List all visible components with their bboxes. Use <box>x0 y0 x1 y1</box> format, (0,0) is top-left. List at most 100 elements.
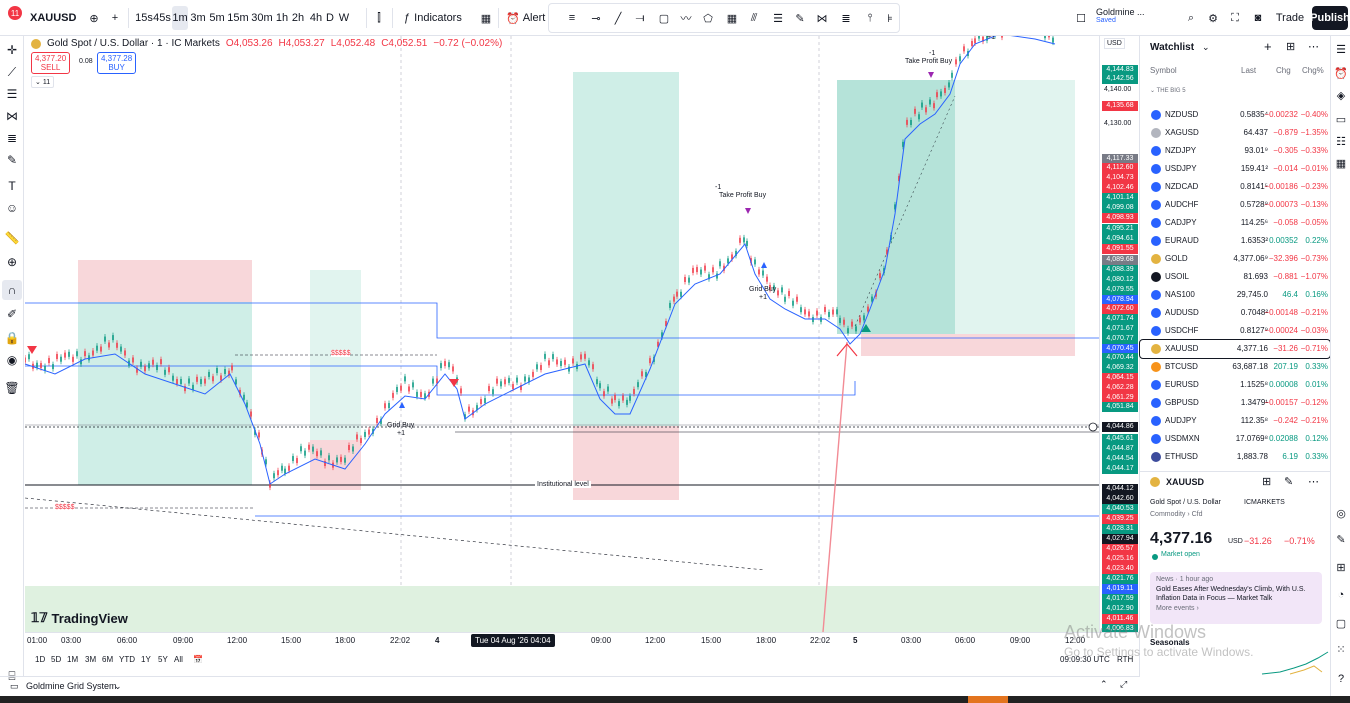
brush-icon[interactable]: ✎ <box>6 153 18 167</box>
text-tool-icon[interactable]: ≣ <box>841 12 851 25</box>
chevron-down-icon[interactable]: ⌄ <box>114 681 122 691</box>
layers-icon[interactable]: ◈ <box>1336 89 1346 102</box>
brush-icon[interactable]: ✎ <box>795 12 805 25</box>
templates-icon[interactable]: ▦ <box>480 12 492 25</box>
watchlist-row[interactable]: NAS100 29,745.0 46.4 0.16% <box>1140 286 1330 304</box>
price-axis[interactable]: USD 4,144.83 4,142.56 4,135.68 4,117.33 4,11… <box>1099 36 1139 632</box>
price-chart[interactable]: Gold Spot / U.S. Dollar · 1 · IC Markets… <box>25 36 1099 632</box>
path-icon[interactable]: 〰 <box>680 13 692 25</box>
utc-time[interactable]: 09:09:30 UTC <box>1060 655 1110 664</box>
pen-icon[interactable]: ✎ <box>1336 533 1346 546</box>
ruler-icon[interactable]: 📏 <box>4 231 20 245</box>
layout-menu[interactable]: Goldmine ... Saved <box>1096 6 1158 24</box>
col-last[interactable]: Last <box>1241 66 1257 75</box>
buy-button[interactable]: 4,377.28 BUY <box>97 52 137 74</box>
help-icon[interactable]: ? <box>1337 673 1345 685</box>
alerts-icon[interactable]: ⏰ <box>1334 67 1348 80</box>
currency-select[interactable]: USD <box>1104 38 1125 49</box>
layout-icon[interactable]: ⊞ <box>1286 41 1296 53</box>
bottom-panel-title[interactable]: Goldmine Grid System <box>26 681 117 691</box>
search-icon[interactable]: ⌕ <box>1187 11 1195 24</box>
trend-line-icon[interactable]: ⟋ <box>7 64 17 79</box>
news-more[interactable]: More events › <box>1156 605 1199 612</box>
watchlist-row[interactable]: AUDJPY 112.35⁸ −0.242 −0.21% <box>1140 412 1330 430</box>
news-card[interactable]: News · 1 hour ago Gold Eases After Wedne… <box>1150 572 1322 624</box>
range-3m[interactable]: 3M <box>85 655 97 664</box>
lock-icon[interactable]: 🔒 <box>4 331 20 345</box>
watchlist-row[interactable]: AUDCHF 0.5728⁹ −0.00073 −0.13% <box>1140 196 1330 214</box>
calendar-icon[interactable]: ▦ <box>1335 157 1347 170</box>
range-5d[interactable]: 5D <box>51 655 62 664</box>
watchlist-row[interactable]: NZDCAD 0.8141⁵ −0.00186 −0.23% <box>1140 178 1330 196</box>
eye-icon[interactable]: ◉ <box>6 353 18 367</box>
watchlist-row[interactable]: CADJPY 114.25⁶ −0.058 −0.05% <box>1140 214 1330 232</box>
timeframe-1h[interactable]: 1h <box>275 12 289 24</box>
chevron-down-icon[interactable]: ⌄ <box>1202 42 1210 52</box>
col-chgp[interactable]: Chg% <box>1302 66 1324 75</box>
chat-bubble-icon[interactable]: ▢ <box>1335 617 1347 630</box>
checkbox-icon[interactable]: ☐ <box>1076 12 1086 25</box>
publish-button[interactable]: Publish <box>1310 6 1350 30</box>
watchlist-row[interactable]: USDMXN 17.0769⁸ 0.02088 0.12% <box>1140 430 1330 448</box>
watchlist-row[interactable]: USOIL 81.693 −0.881 −1.07% <box>1140 268 1330 286</box>
sell-button[interactable]: 4,377.20 SELL <box>31 52 71 74</box>
watchlist-row[interactable]: EURAUD 1.6353² 0.00352 0.22% <box>1140 232 1330 250</box>
add-symbol-icon[interactable]: ⊕ <box>89 12 99 25</box>
magnet-icon[interactable]: ∩ <box>2 280 22 300</box>
horizontal-line-icon[interactable]: ⊸ <box>591 12 601 25</box>
timeframe-D[interactable]: D <box>326 12 334 24</box>
pattern-icon[interactable]: ⋈ <box>6 109 18 123</box>
notifications-icon[interactable]: ◔ <box>1337 589 1345 601</box>
range-1m[interactable]: 1M <box>67 655 79 664</box>
timeframe-45s[interactable]: 45s <box>153 12 171 24</box>
watchlist-row[interactable]: BTCUSD 63,687.18 207.19 0.33% <box>1140 358 1330 376</box>
grid-tool-icon[interactable]: ▦ <box>726 12 738 25</box>
zoom-icon[interactable]: ⊕ <box>6 255 18 269</box>
chat-icon[interactable]: ▭ <box>1335 113 1347 126</box>
add-symbol-icon[interactable]: + <box>1264 39 1272 54</box>
text-icon[interactable]: T <box>8 179 16 193</box>
range-1d[interactable]: 1D <box>35 655 46 664</box>
camera-icon[interactable]: ◙ <box>1254 12 1262 24</box>
apps-icon[interactable]: ⁙ <box>1336 643 1346 656</box>
timeframe-2h[interactable]: 2h <box>291 12 305 24</box>
trash-icon[interactable]: 🗑 <box>4 381 20 395</box>
range-ytd[interactable]: YTD <box>119 655 135 664</box>
timeframe-15m[interactable]: 15m <box>227 12 249 24</box>
ray-icon[interactable]: ⟞ <box>635 11 645 24</box>
indicators-toggle[interactable]: ⌄ 11 <box>31 76 55 88</box>
details-type[interactable]: Commodity › Cfd <box>1150 511 1203 518</box>
alert-button[interactable]: Alert <box>522 12 546 24</box>
date-range-icon[interactable]: 📅 <box>193 655 203 664</box>
watchlist-row[interactable]: AUDUSD 0.7048² −0.00148 −0.21% <box>1140 304 1330 322</box>
edit-icon[interactable]: ✎ <box>1284 476 1294 488</box>
timeframe-W[interactable]: W <box>338 12 350 24</box>
trend-line-icon[interactable]: ╱ <box>614 12 622 25</box>
more-icon[interactable]: ⋯ <box>1308 476 1319 488</box>
watchlist-row[interactable]: GBPUSD 1.3479¹ −0.00157 −0.12% <box>1140 394 1330 412</box>
polyline-icon[interactable]: ⬠ <box>703 12 713 25</box>
lock-drawing-icon[interactable]: ✐ <box>6 307 18 321</box>
details-symbol[interactable]: XAUUSD <box>1166 477 1205 487</box>
fullscreen-icon[interactable]: ⛶ <box>1231 11 1239 24</box>
timeframe-3m[interactable]: 3m <box>190 12 206 24</box>
long-position-icon[interactable]: ⊧ <box>887 12 893 25</box>
range-all[interactable]: All <box>174 655 183 664</box>
ideas-icon[interactable]: ☷ <box>1336 135 1346 148</box>
panel-icon[interactable]: ▭ <box>10 681 19 691</box>
settings-icon[interactable]: ⚙ <box>1208 12 1218 25</box>
watchlist-row[interactable]: ETHUSD 1,883.78 6.19 0.33% <box>1140 448 1330 466</box>
watchlist-title[interactable]: Watchlist <box>1150 42 1195 53</box>
watchlist-icon[interactable]: ☰ <box>1336 43 1346 56</box>
fib-icon[interactable]: ☰ <box>773 12 783 25</box>
range-5y[interactable]: 5Y <box>158 655 168 664</box>
watchlist-row[interactable]: NZDUSD 0.5835⁴ −0.00232 −0.40% <box>1140 106 1330 124</box>
timeframe-5m[interactable]: 5m <box>209 12 225 24</box>
trade-button[interactable]: Trade <box>1275 12 1305 24</box>
pitchfork-icon[interactable]: ⫻ <box>750 11 758 24</box>
crosshair-icon[interactable]: ✛ <box>6 43 18 57</box>
pattern-icon[interactable]: ⋈ <box>816 12 828 25</box>
section-header[interactable]: ⌄ THE BIG 5 <box>1150 87 1186 94</box>
chart-type-icon[interactable]: ⫿ <box>377 11 381 24</box>
maximize-icon[interactable]: ⤢ <box>1120 679 1128 689</box>
